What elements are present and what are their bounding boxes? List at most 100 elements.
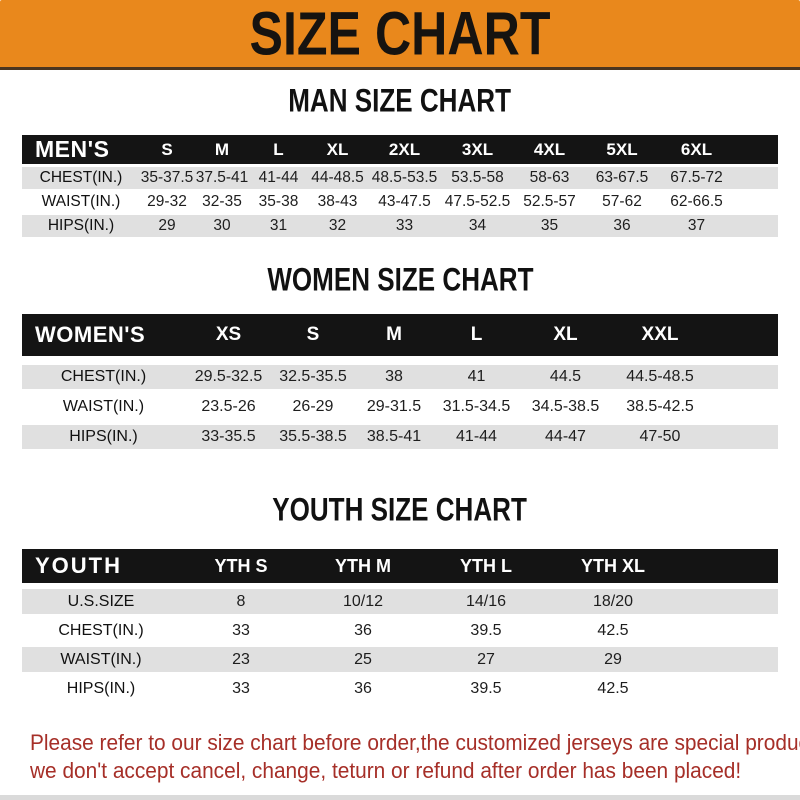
row-filler bbox=[708, 422, 778, 452]
table-row: CHEST(IN.) 33 36 39.5 42.5 bbox=[22, 616, 778, 645]
section-title-text: YOUTH SIZE CHART bbox=[272, 491, 528, 528]
size-value: 14/16 bbox=[424, 587, 548, 616]
size-value: 41 bbox=[434, 362, 519, 392]
table-row: HIPS(IN.) 33 36 39.5 42.5 bbox=[22, 674, 778, 703]
size-value: 44-47 bbox=[519, 422, 612, 452]
youth-section-title: YOUTH SIZE CHART bbox=[0, 491, 800, 528]
size-value: 29-31.5 bbox=[354, 392, 434, 422]
size-value: 35-37.5 bbox=[140, 167, 194, 191]
row-label: WAIST(IN.) bbox=[22, 191, 140, 215]
size-value: 44.5 bbox=[519, 362, 612, 392]
row-label: CHEST(IN.) bbox=[22, 616, 180, 645]
row-filler bbox=[734, 167, 778, 191]
size-value: 31.5-34.5 bbox=[434, 392, 519, 422]
row-filler bbox=[678, 674, 778, 703]
size-value: 31 bbox=[250, 215, 307, 239]
row-label: CHEST(IN.) bbox=[22, 167, 140, 191]
section-title-text: WOMEN SIZE CHART bbox=[266, 261, 534, 298]
table-corner-label: MEN'S bbox=[22, 135, 140, 167]
row-filler bbox=[734, 215, 778, 239]
size-value: 57-62 bbox=[585, 191, 659, 215]
size-column-header: XXL bbox=[612, 314, 708, 362]
men-header-row: MEN'S S M L XL 2XL 3XL 4XL 5XL 6XL bbox=[22, 135, 778, 167]
size-column-header: 2XL bbox=[368, 135, 441, 167]
size-value: 38.5-42.5 bbox=[612, 392, 708, 422]
size-value: 58-63 bbox=[514, 167, 585, 191]
women-section-title: WOMEN SIZE CHART bbox=[0, 261, 800, 298]
size-column-header: 5XL bbox=[585, 135, 659, 167]
size-value: 62-66.5 bbox=[659, 191, 734, 215]
size-value: 52.5-57 bbox=[514, 191, 585, 215]
table-row: CHEST(IN.) 29.5-32.5 32.5-35.5 38 41 44.5 44.5… bbox=[22, 362, 778, 392]
size-value: 33-35.5 bbox=[185, 422, 272, 452]
size-value: 67.5-72 bbox=[659, 167, 734, 191]
size-value: 38.5-41 bbox=[354, 422, 434, 452]
row-filler bbox=[708, 362, 778, 392]
size-value: 37.5-41 bbox=[194, 167, 250, 191]
size-value: 29.5-32.5 bbox=[185, 362, 272, 392]
size-column-header: XL bbox=[519, 314, 612, 362]
size-column-header: L bbox=[434, 314, 519, 362]
size-value: 29-32 bbox=[140, 191, 194, 215]
size-column-header: XL bbox=[307, 135, 368, 167]
note-line-1: Please refer to our size chart before or… bbox=[30, 730, 800, 756]
size-value: 34.5-38.5 bbox=[519, 392, 612, 422]
row-label: WAIST(IN.) bbox=[22, 392, 185, 422]
size-value: 41-44 bbox=[250, 167, 307, 191]
row-filler bbox=[734, 191, 778, 215]
size-value: 18/20 bbox=[548, 587, 678, 616]
size-value: 32-35 bbox=[194, 191, 250, 215]
size-column-header: YTH S bbox=[180, 549, 302, 587]
size-value: 33 bbox=[180, 674, 302, 703]
size-column-header: 4XL bbox=[514, 135, 585, 167]
size-value: 37 bbox=[659, 215, 734, 239]
size-value: 35.5-38.5 bbox=[272, 422, 354, 452]
row-label: CHEST(IN.) bbox=[22, 362, 185, 392]
table-row: HIPS(IN.) 33-35.5 35.5-38.5 38.5-41 41-44 44-… bbox=[22, 422, 778, 452]
size-value: 36 bbox=[302, 674, 424, 703]
size-column-header: YTH M bbox=[302, 549, 424, 587]
row-label: U.S.SIZE bbox=[22, 587, 180, 616]
size-value: 63-67.5 bbox=[585, 167, 659, 191]
women-size-table: WOMEN'S XS S M L XL XXL CHEST(IN.) 29.5-32.5 32.… bbox=[22, 314, 778, 452]
order-disclaimer-note: Please refer to our size chart before or… bbox=[0, 729, 800, 785]
size-value: 44.5-48.5 bbox=[612, 362, 708, 392]
page-title: SIZE CHART bbox=[249, 0, 551, 69]
men-size-table: MEN'S S M L XL 2XL 3XL 4XL 5XL 6XL CHEST(IN.) 35-3… bbox=[22, 135, 778, 239]
section-title-text: MAN SIZE CHART bbox=[288, 82, 512, 119]
table-corner-label: YOUTH bbox=[22, 549, 180, 587]
size-value: 43-47.5 bbox=[368, 191, 441, 215]
header-filler bbox=[734, 135, 778, 167]
size-value: 8 bbox=[180, 587, 302, 616]
row-filler bbox=[708, 392, 778, 422]
row-filler bbox=[678, 645, 778, 674]
size-value: 29 bbox=[140, 215, 194, 239]
size-column-header: 6XL bbox=[659, 135, 734, 167]
table-row: WAIST(IN.) 23.5-26 26-29 29-31.5 31.5-34.5 34… bbox=[22, 392, 778, 422]
size-value: 29 bbox=[548, 645, 678, 674]
size-chart-banner: SIZE CHART bbox=[0, 0, 800, 70]
size-column-header: YTH XL bbox=[548, 549, 678, 587]
size-value: 27 bbox=[424, 645, 548, 674]
women-header-row: WOMEN'S XS S M L XL XXL bbox=[22, 314, 778, 362]
size-value: 47.5-52.5 bbox=[441, 191, 514, 215]
size-value: 33 bbox=[180, 616, 302, 645]
size-column-header: M bbox=[354, 314, 434, 362]
size-value: 36 bbox=[302, 616, 424, 645]
size-value: 38 bbox=[354, 362, 434, 392]
header-filler bbox=[708, 314, 778, 362]
size-column-header: M bbox=[194, 135, 250, 167]
size-value: 26-29 bbox=[272, 392, 354, 422]
size-value: 34 bbox=[441, 215, 514, 239]
size-value: 42.5 bbox=[548, 616, 678, 645]
table-row: WAIST(IN.) 23 25 27 29 bbox=[22, 645, 778, 674]
size-value: 48.5-53.5 bbox=[368, 167, 441, 191]
row-filler bbox=[678, 616, 778, 645]
size-value: 44-48.5 bbox=[307, 167, 368, 191]
size-value: 33 bbox=[368, 215, 441, 239]
size-value: 30 bbox=[194, 215, 250, 239]
size-value: 39.5 bbox=[424, 674, 548, 703]
youth-size-table: YOUTH YTH S YTH M YTH L YTH XL U.S.SIZE 8 10/1… bbox=[22, 549, 778, 703]
table-row: WAIST(IN.) 29-32 32-35 35-38 38-43 43-47.5 47.… bbox=[22, 191, 778, 215]
